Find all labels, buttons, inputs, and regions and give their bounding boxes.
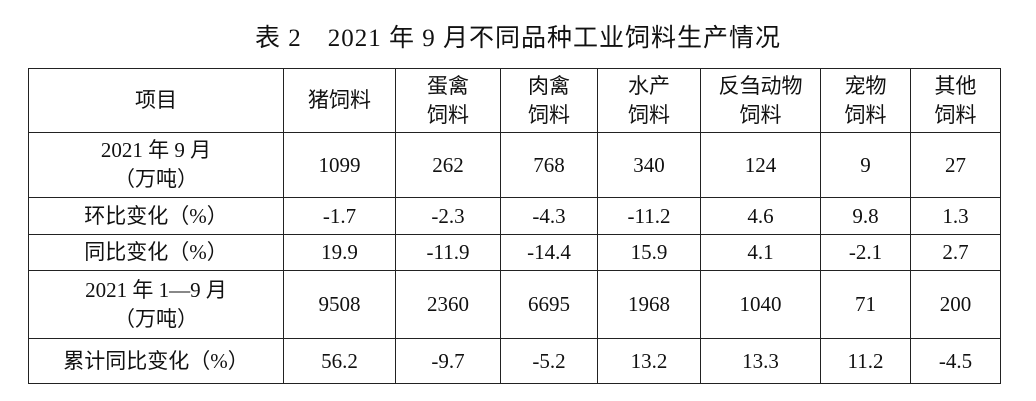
value-cell: 4.1 <box>700 234 821 271</box>
value-cell: 13.2 <box>597 338 701 384</box>
row-label-text: （万吨） <box>114 167 198 191</box>
header-text: 宠物 <box>844 73 887 98</box>
value-cell: 9508 <box>283 270 396 339</box>
row-label-text: 2021 年 9 月 <box>100 138 212 162</box>
value-cell: 262 <box>395 132 501 198</box>
header-cell: 其他 饲料 <box>910 68 1001 133</box>
header-text: 饲料 <box>427 102 469 127</box>
value-cell: 9 <box>820 132 911 198</box>
value-cell: 1040 <box>700 270 821 339</box>
value-cell: 1.3 <box>910 197 1001 235</box>
row-label-text: 环比变化（%） <box>84 203 228 228</box>
value-cell: 9.8 <box>820 197 911 235</box>
value-cell: -5.2 <box>500 338 598 384</box>
header-row: 项目 猪饲料 蛋禽 饲料 肉禽 饲料 水产 饲料 反刍动物 饲料 宠物 饲料 其他 饲料 <box>28 68 1001 133</box>
header-text: 饲料 <box>934 102 977 127</box>
header-text: 饲料 <box>739 102 782 127</box>
value-cell: -4.5 <box>910 338 1001 384</box>
header-cell: 蛋禽 饲料 <box>395 68 501 133</box>
row-label-text: 同比变化（%） <box>84 240 228 264</box>
row-label: 累计同比变化（%） <box>28 338 284 384</box>
value-cell: 200 <box>910 270 1001 339</box>
row-label: 同比变化（%） <box>28 234 284 271</box>
header-cell: 猪饲料 <box>283 68 396 133</box>
row-label: 2021 年 9 月 （万吨） <box>28 132 284 198</box>
value-cell: -1.7 <box>283 197 396 235</box>
row-label: 2021 年 1—9 月 （万吨） <box>28 270 284 339</box>
header-text: 猪饲料 <box>308 88 371 112</box>
value-cell: 2.7 <box>910 234 1001 271</box>
value-cell: 27 <box>910 132 1001 198</box>
row-label: 环比变化（%） <box>28 197 284 235</box>
value-cell: 56.2 <box>283 338 396 384</box>
value-cell: 340 <box>597 132 701 198</box>
value-cell: 6695 <box>500 270 598 339</box>
row-label-text: 2021 年 1—9 月 <box>85 277 227 302</box>
value-cell: 15.9 <box>597 234 701 271</box>
header-text: 蛋禽 <box>427 73 469 98</box>
value-cell: -9.7 <box>395 338 501 384</box>
value-cell: 124 <box>700 132 821 198</box>
value-cell: -2.1 <box>820 234 911 271</box>
value-cell: 4.6 <box>700 197 821 235</box>
data-table: 项目 猪饲料 蛋禽 饲料 肉禽 饲料 水产 饲料 反刍动物 饲料 宠物 饲料 其他 饲料 2021 年 9… <box>28 68 1001 384</box>
value-cell: -4.3 <box>500 197 598 235</box>
value-cell: 11.2 <box>820 338 911 384</box>
table-title: 表 2 2021 年 9 月不同品种工业饲料生产情况 <box>254 25 781 52</box>
header-text: 水产 <box>628 73 670 98</box>
value-cell: 71 <box>820 270 911 339</box>
value-cell: -14.4 <box>500 234 598 271</box>
header-text: 肉禽 <box>528 73 570 98</box>
header-text: 反刍动物 <box>718 73 803 98</box>
row-label-text: 累计同比变化（%） <box>63 348 249 373</box>
header-text: 项目 <box>135 88 177 112</box>
value-cell: 13.3 <box>700 338 821 384</box>
value-cell: 19.9 <box>283 234 396 271</box>
row-label-text: （万吨） <box>114 306 198 331</box>
header-cell: 水产 饲料 <box>597 68 701 133</box>
header-text: 饲料 <box>844 102 887 127</box>
value-cell: -11.9 <box>395 234 501 271</box>
value-cell: -11.2 <box>597 197 701 235</box>
header-cell: 宠物 饲料 <box>820 68 911 133</box>
table-row: 累计同比变化（%） 56.2 -9.7 -5.2 13.2 13.3 11.2 -4.5 <box>28 338 1001 384</box>
header-cell: 肉禽 饲料 <box>500 68 598 133</box>
value-cell: 768 <box>500 132 598 198</box>
value-cell: 1099 <box>283 132 396 198</box>
table-row: 同比变化（%） 19.9 -11.9 -14.4 15.9 4.1 -2.1 2.7 <box>28 234 1001 271</box>
header-cell: 反刍动物 饲料 <box>700 68 821 133</box>
value-cell: -2.3 <box>395 197 501 235</box>
table-row: 2021 年 1—9 月（万吨） 9508 2360 6695 1968 1040 71 20… <box>28 270 1001 339</box>
header-text: 饲料 <box>628 102 670 127</box>
value-cell: 1968 <box>597 270 701 339</box>
value-cell: 2360 <box>395 270 501 339</box>
header-text: 饲料 <box>528 102 570 127</box>
table-row: 环比变化（%） -1.7 -2.3 -4.3 -11.2 4.6 9.8 1.3 <box>28 197 1001 235</box>
header-text: 其他 <box>934 73 977 98</box>
header-cell: 项目 <box>28 68 284 133</box>
table-row: 2021 年 9 月 （万吨） 1099 262 768 340 124 9 27 <box>28 132 1001 198</box>
